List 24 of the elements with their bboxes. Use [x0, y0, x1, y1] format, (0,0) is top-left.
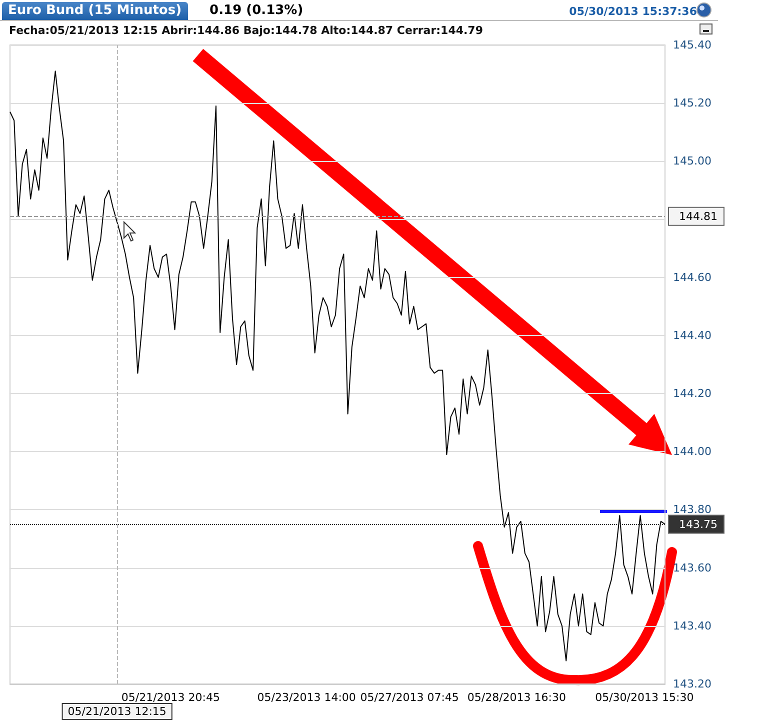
text: Fecha:05/21/2013 12:15 Abrir:144.86 Bajo:144.78 Alto:144.87 Cerrar:144.79 — [9, 24, 483, 37]
y-tick-label: 143.40 — [673, 619, 712, 632]
chart-title: Euro Bund (15 Minutos) — [2, 2, 188, 20]
x-tick-label: 05/28/2013 16:30 — [467, 691, 566, 704]
ref-line-label: 143.75 — [679, 518, 718, 531]
y-tick-label: 145.20 — [673, 96, 712, 110]
y-tick-label: 143.20 — [673, 678, 712, 690]
x-tick-label: 05/23/2013 14:00 — [257, 691, 356, 704]
y-tick-label: 145.40 — [673, 38, 712, 52]
ref-line-label: 144.81 — [679, 210, 718, 223]
x-tick-label: 05/21/2013 20:45 — [121, 691, 220, 704]
x-tick-label: 05/30/2013 15:30 — [595, 691, 694, 704]
y-tick-label: 145.00 — [673, 154, 712, 168]
y-tick-label: 144.00 — [673, 445, 712, 458]
x-tick-label: 05/21/2013 12:15 — [68, 705, 166, 718]
y-tick-label: 144.60 — [673, 270, 712, 284]
y-tick-label: 143.80 — [673, 503, 712, 516]
text: 05/30/2013 15:37:36 — [569, 5, 697, 18]
line-series — [10, 70, 666, 662]
y-tick-label: 144.40 — [673, 328, 712, 342]
x-tick-label: 05/27/2013 07:45 — [360, 691, 459, 704]
chart-subtitle: 0.19 (0.13%) — [210, 3, 304, 18]
y-tick-label: 143.60 — [673, 561, 712, 574]
y-tick-label: 144.20 — [673, 387, 712, 400]
